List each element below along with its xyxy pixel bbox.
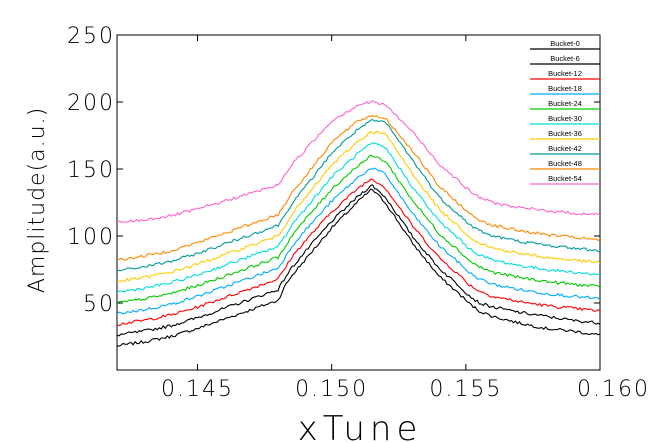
- series-line-bucket-48: [117, 114, 601, 261]
- x-tick-label: 0.150: [295, 377, 368, 402]
- series-line-bucket-0: [116, 188, 601, 347]
- series-line-bucket-36: [116, 130, 601, 283]
- x-axis-title: xTune: [298, 409, 423, 443]
- axes: 50 100 150 200 250 0.145 0.150 0.155 0.160: [67, 24, 650, 402]
- y-tick-label: 150: [67, 158, 115, 183]
- x-tick-label: 0.160: [577, 377, 650, 402]
- series-line-bucket-24: [116, 154, 601, 304]
- legend-label: Bucket-30: [548, 114, 582, 123]
- series-line-bucket-30: [116, 142, 601, 294]
- legend-label: Bucket-48: [548, 159, 582, 168]
- y-tick-label: 100: [67, 225, 115, 250]
- legend-label: Bucket-12: [548, 69, 582, 78]
- y-tick-label: 50: [83, 292, 115, 317]
- series-lines: [116, 100, 601, 347]
- legend-label: Bucket-6: [550, 54, 580, 63]
- series-line-bucket-6: [116, 184, 601, 337]
- legend-label: Bucket-18: [548, 84, 582, 93]
- series-line-bucket-54: [116, 100, 601, 223]
- x-tick-label: 0.155: [429, 377, 502, 402]
- legend-label: Bucket-24: [548, 99, 582, 108]
- legend: Bucket-0 Bucket-6 Bucket-12 Bucket-18 Bucket…: [530, 39, 600, 185]
- series-line-bucket-42: [116, 118, 601, 272]
- series-line-bucket-12: [116, 178, 601, 326]
- y-tick-label: 250: [67, 24, 115, 49]
- y-tick-label: 200: [67, 91, 115, 116]
- x-tick-label: 0.145: [161, 377, 234, 402]
- y-axis-title: Amplitude(a.u.): [25, 107, 50, 293]
- legend-label: Bucket-36: [548, 129, 582, 138]
- legend-label: Bucket-42: [548, 144, 582, 153]
- legend-label: Bucket-54: [548, 174, 582, 183]
- series-line-bucket-18: [116, 167, 601, 315]
- plot-frame: [116, 34, 601, 371]
- legend-label: Bucket-0: [550, 39, 580, 48]
